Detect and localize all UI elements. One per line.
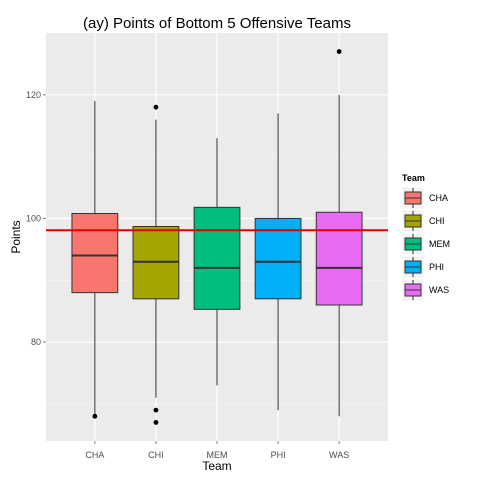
x-axis-title: Team	[202, 459, 231, 473]
x-tick-label: CHA	[85, 450, 104, 460]
legend-item-chi: CHI	[401, 209, 445, 233]
legend-label: WAS	[429, 285, 449, 295]
box-body	[193, 206, 241, 310]
legend-item-mem: MEM	[401, 232, 450, 256]
x-tick-label: PHI	[271, 450, 286, 460]
y-axis-title: Points	[9, 220, 23, 253]
legend-item-cha: CHA	[401, 186, 448, 210]
box-body	[254, 217, 302, 300]
x-tick-label: MEM	[207, 450, 228, 460]
box-chi	[132, 104, 180, 425]
y-tick-label: 80	[31, 337, 41, 347]
outlier-point	[153, 420, 159, 425]
y-tick-label: 120	[26, 90, 41, 100]
outlier-point	[153, 104, 159, 110]
box-was	[315, 49, 363, 417]
legend-label: CHA	[429, 193, 448, 203]
legend-item-was: WAS	[401, 278, 449, 302]
x-tick-label: CHI	[148, 450, 164, 460]
legend-item-phi: PHI	[401, 255, 444, 279]
chart-title: (ay) Points of Bottom 5 Offensive Teams	[83, 15, 351, 32]
x-tick-label: WAS	[329, 450, 349, 460]
legend-label: CHI	[429, 216, 445, 226]
box-mem	[193, 138, 241, 386]
legend: Team CHA CHI MEM PHI WAS	[401, 173, 450, 302]
y-axis: 80 100 120	[26, 90, 46, 347]
outlier-point	[336, 49, 342, 54]
box-cha	[71, 101, 119, 419]
legend-label: PHI	[429, 262, 444, 272]
outlier-point	[153, 407, 159, 413]
x-axis: CHA CHI MEM PHI WAS	[85, 441, 349, 460]
outlier-point	[92, 413, 98, 419]
legend-label: MEM	[429, 239, 450, 249]
box-body	[71, 213, 119, 294]
box-body	[315, 211, 363, 306]
box-series	[71, 49, 363, 425]
box-phi	[254, 113, 302, 411]
legend-title: Team	[402, 173, 425, 183]
y-tick-label: 100	[26, 213, 41, 223]
